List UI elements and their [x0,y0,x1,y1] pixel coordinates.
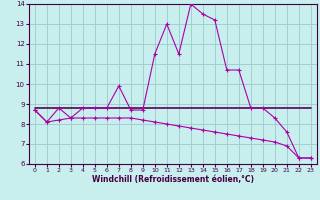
X-axis label: Windchill (Refroidissement éolien,°C): Windchill (Refroidissement éolien,°C) [92,175,254,184]
